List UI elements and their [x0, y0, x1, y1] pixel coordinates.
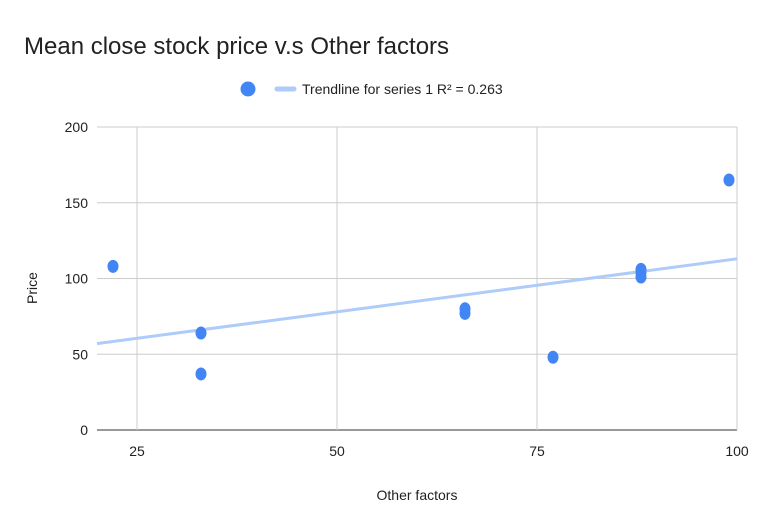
data-point: [723, 173, 735, 187]
data-points: [107, 173, 735, 381]
x-tick-label: 25: [129, 443, 145, 459]
x-axis-title: Other factors: [377, 487, 458, 503]
y-axis-title: Price: [24, 272, 40, 304]
y-tick-label: 50: [72, 346, 88, 362]
x-tick-label: 100: [725, 443, 749, 459]
data-point: [459, 306, 471, 320]
data-point: [635, 270, 647, 284]
y-tick-label: 150: [65, 195, 89, 211]
legend-series-marker: [240, 81, 256, 97]
legend: Trendline for series 1 R² = 0.263: [240, 81, 503, 97]
data-point: [547, 350, 559, 364]
legend-trendline-label: Trendline for series 1 R² = 0.263: [302, 81, 503, 97]
x-axis-ticks: 25 50 75 100: [129, 443, 749, 459]
y-axis-ticks: 0 50 100 150 200: [65, 119, 89, 438]
x-tick-label: 50: [329, 443, 345, 459]
x-tick-label: 75: [529, 443, 545, 459]
y-tick-label: 100: [65, 271, 89, 287]
data-point: [195, 367, 207, 381]
data-point: [195, 326, 207, 340]
chart-title: Mean close stock price v.s Other factors: [24, 33, 449, 60]
gridlines: [97, 126, 738, 431]
data-point: [107, 259, 119, 273]
y-tick-label: 200: [65, 119, 89, 135]
y-tick-label: 0: [80, 422, 88, 438]
